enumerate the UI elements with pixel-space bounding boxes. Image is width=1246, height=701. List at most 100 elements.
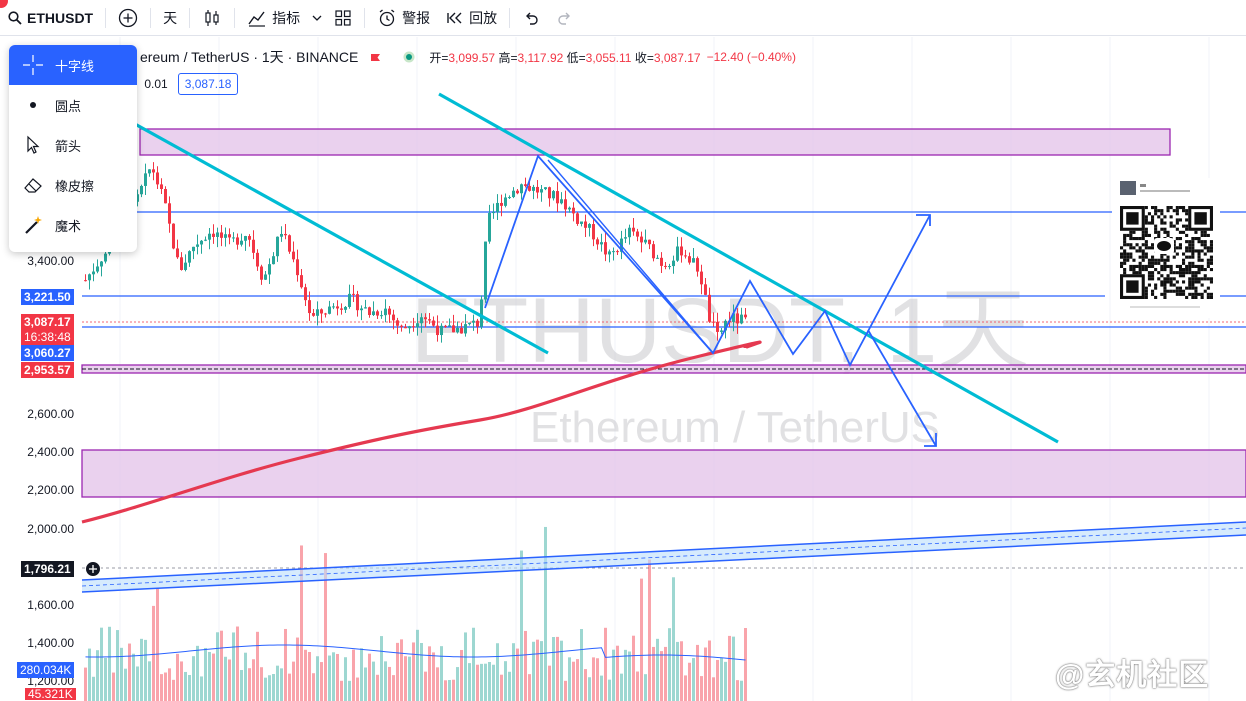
resistance-zone[interactable]	[139, 128, 1171, 156]
price-tick: 3,400.00	[27, 254, 74, 268]
toolbar-divider	[189, 7, 191, 28]
candles-icon	[205, 9, 219, 26]
level-price-tag-red: 2,953.57	[21, 362, 74, 378]
add-circle-icon	[118, 8, 138, 27]
trendline-right[interactable]	[438, 92, 1059, 444]
menu-item-label: 魔术	[55, 218, 82, 234]
level-price-tag: 3,221.50	[21, 289, 74, 305]
open-value: 3,099.57	[448, 50, 496, 65]
buy-price-button[interactable]: 3,087.18	[177, 73, 239, 95]
projection-path-down[interactable]	[867, 329, 937, 447]
projection-path-inner	[547, 159, 714, 354]
crosshair-icon	[21, 53, 45, 77]
compare-symbol-button[interactable]	[110, 0, 146, 36]
volume-tag: 45.321K	[25, 688, 76, 700]
rising-channel-mid	[81, 527, 1246, 587]
close-value: 3,087.17	[653, 50, 701, 65]
qr-code-image	[1112, 178, 1220, 318]
moving-average-line[interactable]	[81, 340, 762, 524]
plus-circle-icon	[85, 561, 101, 577]
toolbar-divider	[150, 7, 152, 28]
price-tick: 1,600.00	[27, 598, 74, 612]
menu-item-label: 十字线	[55, 58, 95, 74]
bar-countdown-tag: 16:38:48	[21, 329, 74, 345]
arrowhead-down	[924, 433, 937, 447]
undo-button[interactable]	[514, 0, 548, 36]
layout-grid-icon	[335, 9, 351, 26]
interval-label: 天	[163, 9, 178, 26]
candlestick-series	[84, 162, 747, 343]
projection-path-up[interactable]	[484, 154, 931, 368]
undo-icon	[526, 12, 538, 25]
rewind-icon	[447, 12, 462, 23]
menu-item-arrow[interactable]: 箭头	[9, 125, 137, 165]
low-value: 3,055.11	[585, 50, 632, 65]
support-zone-wide[interactable]	[81, 449, 1246, 498]
cursor-tool-menu: 十字线 圆点 箭头 橡皮擦 魔术	[9, 45, 137, 252]
volume-bars	[84, 526, 747, 701]
toolbar-divider	[509, 7, 511, 28]
replay-button[interactable]: 回放	[438, 0, 505, 36]
alarm-clock-icon	[379, 8, 395, 26]
qr-code-graphic	[1120, 181, 1213, 308]
arrowhead-up	[916, 214, 931, 226]
crosshair-price-tag: 1,796.21	[21, 561, 74, 577]
open-label: 开=	[429, 50, 449, 65]
indicators-icon	[248, 11, 266, 27]
menu-item-label: 圆点	[55, 98, 82, 114]
chart-canvas[interactable]: ETHUSDT, 1天 Ethereum / TetherUS	[0, 37, 1246, 701]
chart-type-button[interactable]	[194, 0, 230, 36]
chart-pane[interactable]: ETHUSDT, 1天 Ethereum / TetherUS	[0, 37, 1246, 701]
redo-icon	[558, 12, 571, 25]
description-watermark: Ethereum / TetherUS	[530, 403, 940, 452]
brand-watermark: @玄机社区	[1055, 659, 1210, 692]
low-label: 低=	[566, 50, 586, 65]
volume-ma-line	[85, 644, 746, 661]
flag-icon[interactable]	[370, 52, 381, 63]
arrow-cursor-icon	[21, 133, 45, 157]
indicators-dropdown[interactable]	[308, 0, 326, 36]
menu-item-eraser[interactable]: 橡皮擦	[9, 165, 137, 205]
notification-dot	[0, 0, 8, 8]
eraser-icon	[21, 173, 45, 197]
legend-ohlc: 开=3,099.57 高=3,117.92 低=3,055.11 收=3,087…	[429, 49, 700, 66]
alerts-label: 警报	[402, 9, 431, 26]
close-label: 收=	[634, 50, 654, 65]
price-tick: 2,000.00	[27, 522, 74, 536]
layout-button[interactable]	[326, 0, 360, 36]
menu-item-dot[interactable]: 圆点	[9, 85, 137, 125]
change-value: −12.40 (−0.40%)	[706, 50, 796, 64]
top-toolbar: ETHUSDT 天 指标 警报 回放	[0, 0, 1246, 36]
alerts-button[interactable]: 警报	[369, 0, 438, 36]
menu-item-label: 箭头	[55, 138, 82, 154]
rising-channel-upper[interactable]	[81, 521, 1246, 581]
toolbar-divider	[234, 7, 236, 28]
price-tick: 1,400.00	[27, 636, 74, 650]
dot-icon	[21, 93, 45, 117]
market-status-icon	[403, 51, 415, 63]
magic-wand-icon	[21, 213, 45, 237]
menu-item-magic[interactable]: 魔术	[9, 205, 137, 245]
toolbar-divider	[105, 7, 107, 28]
replay-label: 回放	[469, 9, 498, 26]
chevron-down-icon	[312, 15, 322, 21]
menu-item-crosshair[interactable]: 十字线	[9, 45, 137, 85]
indicators-button[interactable]: 指标	[239, 0, 308, 36]
volume-ma-tag: 280.034K	[17, 662, 75, 678]
interval-button[interactable]: 天	[155, 0, 185, 36]
trendline-left[interactable]	[134, 122, 549, 355]
high-label: 高=	[498, 50, 518, 65]
high-value: 3,117.92	[517, 50, 564, 65]
legend-symbol-title[interactable]: ereum / TetherUS · 1天 · BINANCE	[140, 49, 359, 65]
level-price-tag: 3,060.27	[21, 345, 74, 361]
symbol-search-button[interactable]: ETHUSDT	[0, 0, 101, 36]
search-icon	[8, 10, 22, 25]
chart-legend[interactable]: ereum / TetherUS · 1天 · BINANCE 开=3,099.…	[140, 48, 796, 66]
toolbar-divider	[364, 7, 366, 28]
rising-channel-lower[interactable]	[81, 534, 1246, 593]
symbol-label: ETHUSDT	[27, 9, 94, 26]
indicators-label: 指标	[272, 9, 301, 26]
add-alert-button[interactable]	[84, 560, 102, 578]
redo-button[interactable]	[548, 0, 582, 36]
